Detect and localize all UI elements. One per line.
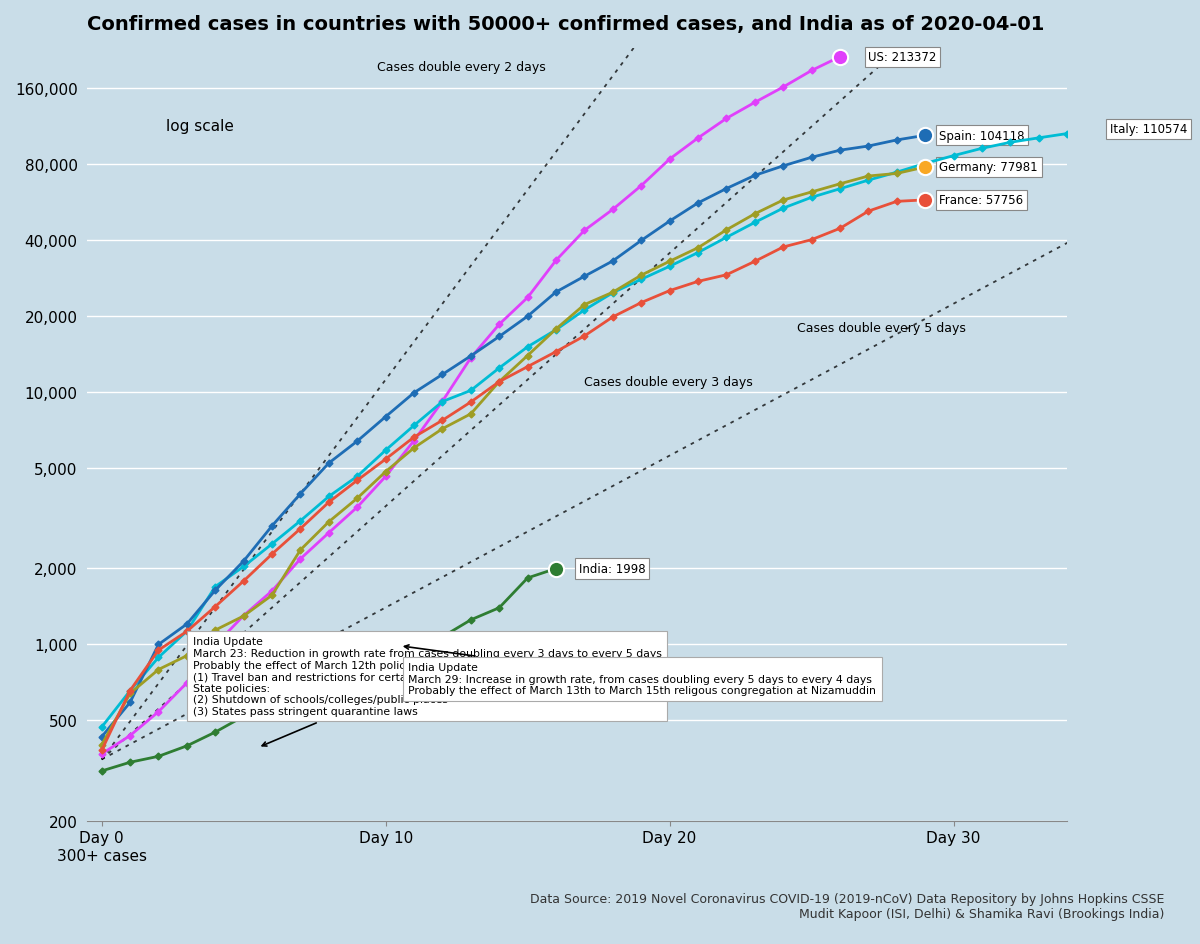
Text: Italy: 110574: Italy: 110574: [1110, 123, 1187, 136]
Text: Spain: 104118: Spain: 104118: [940, 129, 1025, 143]
Text: Germany: 77981: Germany: 77981: [940, 161, 1038, 175]
Text: France: 57756: France: 57756: [940, 194, 1024, 207]
Text: India: 1998: India: 1998: [578, 563, 646, 576]
Text: Cases double every 3 days: Cases double every 3 days: [584, 376, 754, 389]
Text: US: 213372: US: 213372: [869, 51, 937, 64]
Text: Data Source: 2019 Novel Coronavirus COVID-19 (2019-nCoV) Data Repository by John: Data Source: 2019 Novel Coronavirus COVI…: [529, 892, 1164, 920]
Text: Cases double every 5 days: Cases double every 5 days: [798, 322, 966, 335]
Text: India Update
March 23: Reduction in growth rate from cases doubling every 3 days: India Update March 23: Reduction in grow…: [192, 637, 661, 747]
Text: log scale: log scale: [166, 118, 234, 133]
Text: India Update
March 29: Increase in growth rate, from cases doubling every 5 days: India Update March 29: Increase in growt…: [404, 645, 876, 696]
Text: Confirmed cases in countries with 50000+ confirmed cases, and India as of 2020-0: Confirmed cases in countries with 50000+…: [88, 15, 1045, 34]
Text: Cases double every 2 days: Cases double every 2 days: [377, 61, 546, 74]
